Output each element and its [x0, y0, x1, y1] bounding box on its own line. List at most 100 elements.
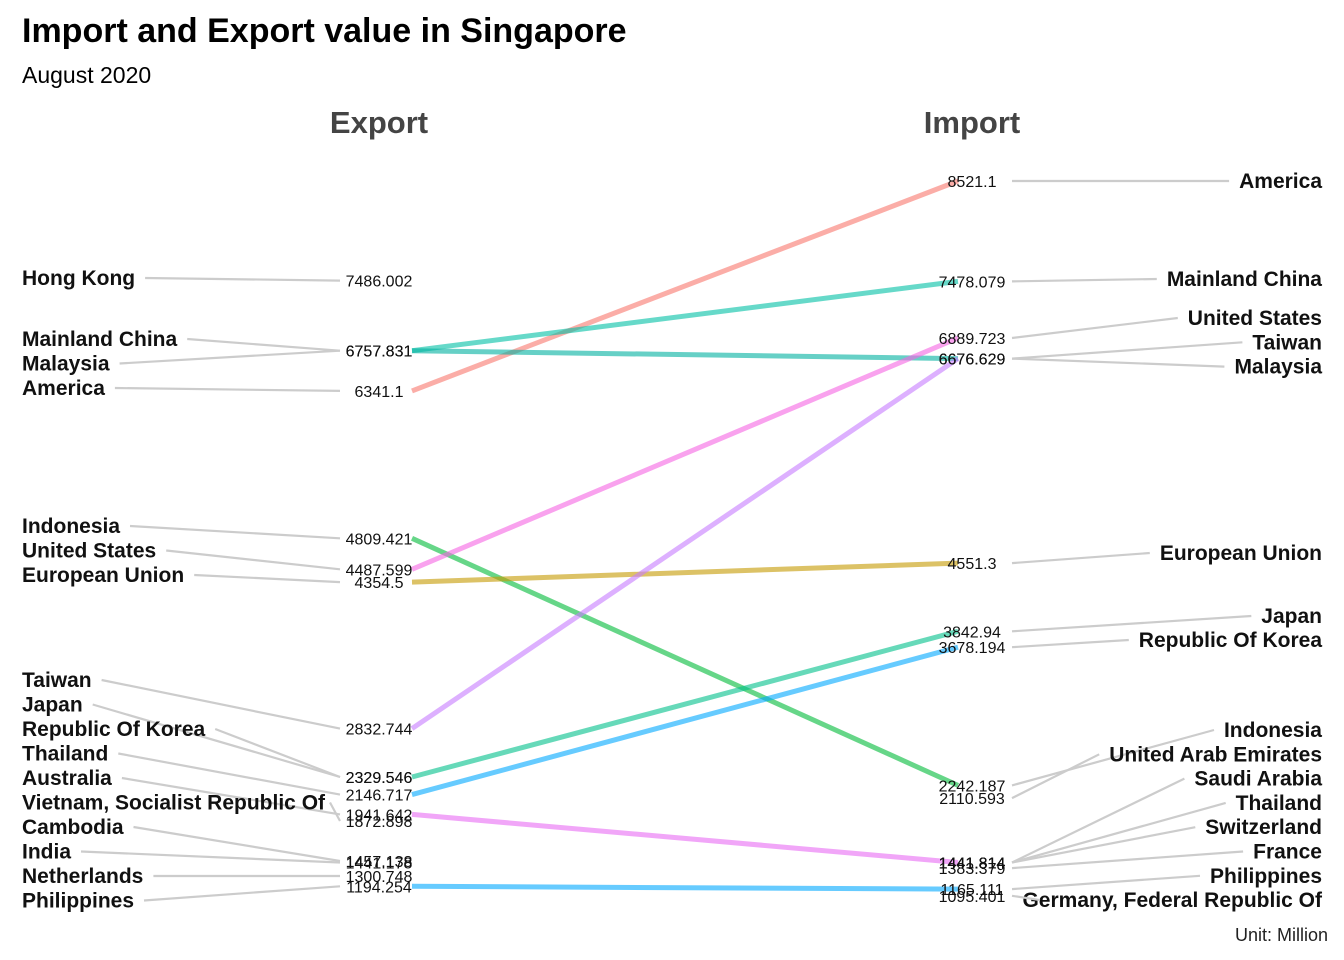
- import-leader-line: [1011, 777, 1185, 864]
- import-value-label: 1095.401: [939, 889, 1006, 906]
- export-leader-line: [166, 549, 341, 571]
- export-value-label: 4354.5: [355, 575, 404, 592]
- unit-caption: Unit: Million: [1235, 925, 1328, 945]
- slope-lines: [410, 178, 960, 892]
- import-country-label: Mainland China: [1167, 268, 1322, 291]
- export-value-label: 6757.831: [346, 344, 413, 361]
- export-value-label: 6757.831: [346, 344, 413, 361]
- slope-line-america: [411, 178, 959, 394]
- import-value-label: 1441.814: [939, 856, 1006, 873]
- export-leader-line: [101, 678, 341, 730]
- export-country-label: European Union: [22, 564, 184, 587]
- export-country-label: Thailand: [22, 743, 108, 766]
- export-value-label: 2329.546: [346, 770, 413, 787]
- slope-line-malaysia: [411, 348, 959, 362]
- export-leader-line: [214, 727, 341, 779]
- export-leader-line: [118, 752, 341, 796]
- export-country-label: Netherlands: [22, 865, 143, 888]
- import-leader-line: [1011, 801, 1226, 864]
- export-country-label: Taiwan: [22, 669, 92, 692]
- import-country-label: United Arab Emirates: [1109, 743, 1322, 766]
- export-value-label: 1941.642: [346, 807, 413, 824]
- export-leader-line: [129, 524, 341, 540]
- export-value-label: 6341.1: [355, 384, 404, 401]
- import-value-label: 3842.94: [943, 624, 1001, 641]
- export-column: Hong Kong 7486.002 Mainland China 6757.831 M…: [22, 267, 412, 913]
- import-leader-line: [1011, 341, 1243, 360]
- export-country-label: Malaysia: [22, 353, 110, 376]
- export-leader-line: [143, 885, 341, 902]
- import-country-label: Saudi Arabia: [1194, 768, 1322, 791]
- import-leader-line: [1011, 316, 1178, 340]
- export-country-label: Philippines: [22, 890, 134, 913]
- import-value-label: 1383.379: [939, 861, 1006, 878]
- slope-line-european-union: [411, 560, 959, 585]
- import-value-label: 1441.814: [939, 856, 1006, 873]
- export-leader-line: [187, 337, 341, 352]
- export-country-label: Indonesia: [22, 515, 120, 538]
- import-value-label: 8521.1: [948, 174, 997, 191]
- export-value-label: 1872.898: [346, 814, 413, 831]
- import-leader-line: [1011, 874, 1201, 891]
- import-value-label: 1165.111: [940, 882, 1003, 899]
- export-value-label: 1300.748: [346, 869, 413, 886]
- export-country-label: Japan: [22, 694, 83, 717]
- import-column: America 8521.1 Mainland China 7478.079 Unite…: [939, 170, 1323, 912]
- export-leader-line: [133, 825, 341, 863]
- export-leader-line: [194, 573, 341, 584]
- import-country-label: Indonesia: [1224, 719, 1322, 742]
- export-value-label: 1194.254: [346, 879, 412, 896]
- export-value-label: 7486.002: [346, 274, 413, 291]
- import-country-label: Germany, Federal Republic Of: [1022, 889, 1323, 912]
- export-value-label: 4487.599: [346, 562, 413, 579]
- import-value-label: 6676.629: [939, 352, 1006, 369]
- import-value-label: 1441.814: [939, 856, 1006, 873]
- export-country-label: Hong Kong: [22, 267, 135, 290]
- export-leader-line: [114, 386, 341, 392]
- export-country-label: Cambodia: [22, 816, 124, 839]
- slope-line-thailand: [411, 811, 959, 865]
- slope-line-republic-of-korea: [411, 644, 959, 798]
- import-leader-line: [1011, 850, 1244, 870]
- export-leader-line: [80, 850, 341, 864]
- import-leader-line: [1011, 753, 1100, 800]
- import-country-label: Japan: [1261, 605, 1322, 628]
- export-leader-line: [329, 801, 341, 822]
- export-country-label: India: [22, 841, 71, 864]
- export-leader-line: [92, 703, 341, 779]
- import-leader-line: [1011, 728, 1215, 787]
- import-leader-line: [1011, 826, 1196, 864]
- export-country-label: Vietnam, Socialist Republic Of: [22, 792, 326, 815]
- import-country-label: Taiwan: [1252, 331, 1322, 354]
- export-value-label: 2146.717: [346, 788, 413, 805]
- import-leader-line: [1011, 894, 1041, 902]
- chart-title: Import and Export value in Singapore: [22, 12, 627, 50]
- export-value-label: 1441.178: [346, 856, 413, 873]
- import-leader-line: [1011, 551, 1150, 565]
- import-country-label: Thailand: [1236, 792, 1322, 815]
- import-leader-line: [1011, 614, 1252, 633]
- export-country-label: Republic Of Korea: [22, 718, 206, 741]
- slope-line-taiwan: [410, 356, 960, 731]
- import-country-label: United States: [1188, 307, 1322, 330]
- import-country-label: America: [1239, 170, 1322, 193]
- export-leader-line: [119, 349, 341, 365]
- export-leader-line: [145, 276, 341, 282]
- import-country-label: Switzerland: [1205, 816, 1322, 839]
- import-value-label: 7478.079: [939, 274, 1006, 291]
- import-country-label: Malaysia: [1234, 356, 1322, 379]
- export-country-label: United States: [22, 540, 156, 563]
- export-value-label: 2832.744: [346, 722, 413, 739]
- export-country-label: America: [22, 377, 105, 400]
- export-column-header: Export: [330, 105, 428, 140]
- export-country-label: Mainland China: [22, 328, 177, 351]
- import-value-label: 2110.593: [939, 791, 1005, 808]
- import-country-label: Philippines: [1210, 865, 1322, 888]
- import-leader-line: [1011, 357, 1225, 368]
- import-leader-line: [1011, 277, 1157, 283]
- import-column-header: Import: [924, 105, 1020, 140]
- slope-line-japan: [411, 628, 959, 780]
- slope-line-mainland-china: [411, 278, 959, 354]
- import-country-label: European Union: [1160, 542, 1322, 565]
